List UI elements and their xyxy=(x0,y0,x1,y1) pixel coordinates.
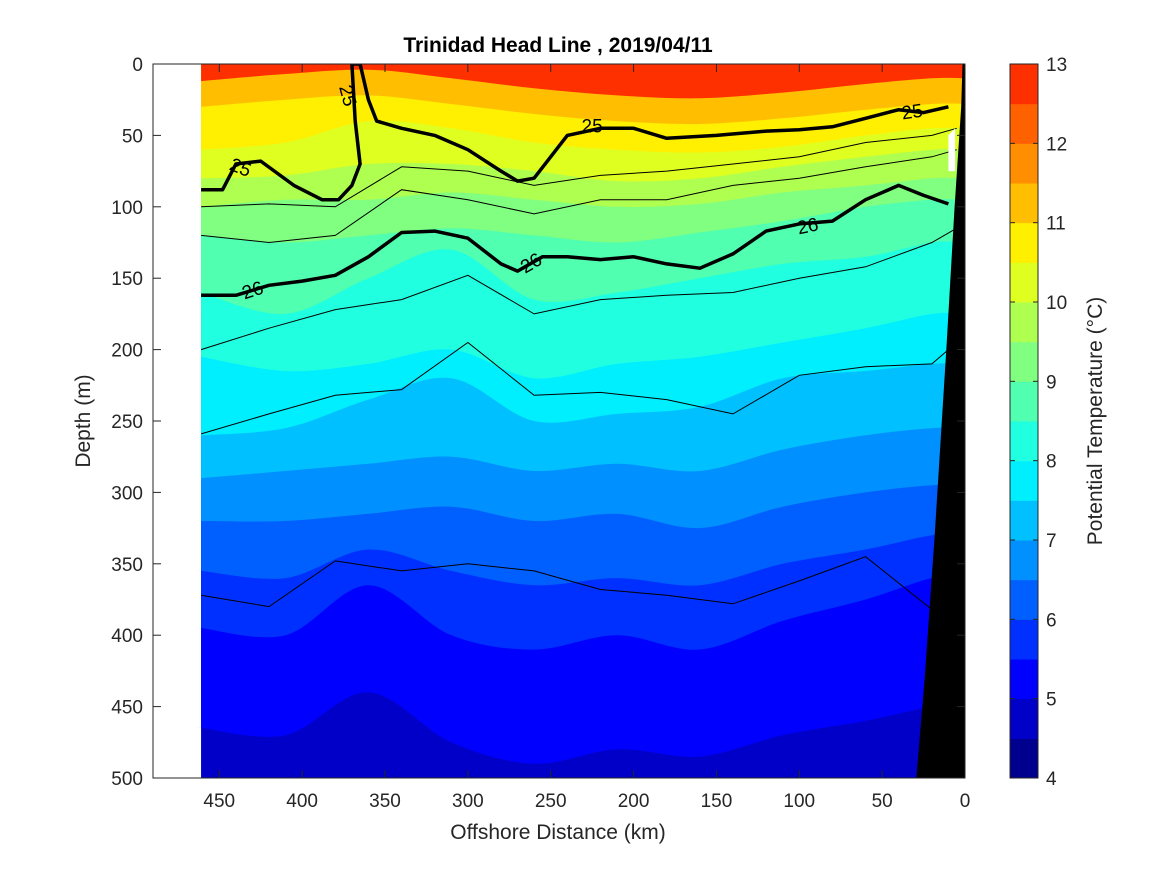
density-contour-26 xyxy=(201,183,949,298)
colorbar-segment xyxy=(1010,143,1038,184)
y-tick-label: 250 xyxy=(111,412,143,433)
y-tick-label: 50 xyxy=(122,126,143,147)
y-tick-label: 300 xyxy=(111,483,143,504)
contour-label-group: 25 xyxy=(900,101,924,125)
bathymetry xyxy=(916,64,965,778)
x-tick-label: 50 xyxy=(872,791,893,812)
y-tick-label: 400 xyxy=(111,626,143,647)
y-tick-label: 450 xyxy=(111,698,143,719)
x-tick-label: 0 xyxy=(960,791,971,812)
x-axis-label: Offshore Distance (km) xyxy=(450,821,666,844)
y-axis-label: Depth (m) xyxy=(72,374,95,467)
colorbar-segment xyxy=(1010,183,1038,224)
y-tick-label: 200 xyxy=(111,341,143,362)
colorbar-tick-label: 5 xyxy=(1046,690,1057,711)
y-tick-label: 100 xyxy=(111,198,143,219)
colorbar-segment xyxy=(1010,540,1038,581)
x-axis: 450 400 350 300 250 200 150 100 50 0 xyxy=(203,64,970,812)
x-tick-label: 150 xyxy=(701,791,733,812)
x-tick-label: 400 xyxy=(286,791,318,812)
colorbar-segment xyxy=(1010,659,1038,700)
colorbar-tick-label: 12 xyxy=(1046,134,1067,155)
colorbar-tick-label: 9 xyxy=(1046,372,1057,393)
colorbar-segment xyxy=(1010,302,1038,343)
colorbar: 4 5 6 7 8 9 10 11 12 13 xyxy=(1009,55,1067,790)
y-tick-label: 0 xyxy=(132,55,143,76)
y-tick-label: 350 xyxy=(111,555,143,576)
colorbar-frame xyxy=(1009,63,1039,779)
temperature-band-warm xyxy=(194,64,965,99)
colorbar-label: Potential Temperature (°C) xyxy=(1084,297,1107,545)
density-contour-thin-0 xyxy=(201,127,957,208)
colorbar-segment xyxy=(1010,64,1038,105)
contour-label-25: 25 xyxy=(900,101,924,125)
colorbar-tick-label: 8 xyxy=(1046,452,1057,473)
chart-title: Trinidad Head Line , 2019/04/11 xyxy=(403,34,713,57)
colorbar-tick-label: 4 xyxy=(1046,769,1057,790)
x-tick-label: 300 xyxy=(452,791,484,812)
density-contour-thin-3 xyxy=(200,341,958,435)
plot-area xyxy=(194,64,965,778)
x-tick-label: 200 xyxy=(618,791,650,812)
x-tick-label: 450 xyxy=(203,791,235,812)
colorbar-segment xyxy=(1010,579,1038,620)
y-tick-label: 500 xyxy=(111,769,143,790)
density-contour-thin-1 xyxy=(201,149,957,244)
x-tick-label: 250 xyxy=(535,791,567,812)
bathymetry-seafloor xyxy=(916,64,965,778)
colorbar-segment xyxy=(1010,698,1038,739)
x-tick-label: 350 xyxy=(369,791,401,812)
contour-label-group: 25 xyxy=(582,116,603,137)
coast-gap xyxy=(948,128,956,172)
contour-label-26: 26 xyxy=(795,214,820,239)
contour-label-25: 25 xyxy=(582,116,603,137)
colorbar-tick-label: 6 xyxy=(1046,610,1057,631)
colorbar-tick-label: 7 xyxy=(1046,531,1057,552)
colorbar-segment xyxy=(1010,460,1038,501)
x-tick-label: 100 xyxy=(783,791,815,812)
contour-label-group: 26 xyxy=(795,214,820,239)
colorbar-segment xyxy=(1010,500,1038,541)
y-axis: 0 50 100 150 200 250 300 350 400 450 500 xyxy=(111,55,965,790)
colorbar-segment xyxy=(1010,222,1038,263)
colorbar-segment xyxy=(1010,341,1038,382)
colorbar-segment xyxy=(1010,381,1038,422)
y-tick-label: 150 xyxy=(111,269,143,290)
density-contour-thin-2 xyxy=(200,227,957,351)
colorbar-segment xyxy=(1010,619,1038,660)
colorbar-segment xyxy=(1010,262,1038,303)
colorbar-segment xyxy=(1010,738,1038,779)
colorbar-segment xyxy=(1010,421,1038,462)
colorbar-segment xyxy=(1010,103,1038,144)
colorbar-tick-label: 10 xyxy=(1046,293,1067,314)
density-contour-thin-4 xyxy=(201,556,958,611)
colorbar-tick-label: 11 xyxy=(1046,214,1066,235)
density-contour-25 xyxy=(201,64,949,202)
colorbar-tick-label: 13 xyxy=(1046,55,1067,76)
